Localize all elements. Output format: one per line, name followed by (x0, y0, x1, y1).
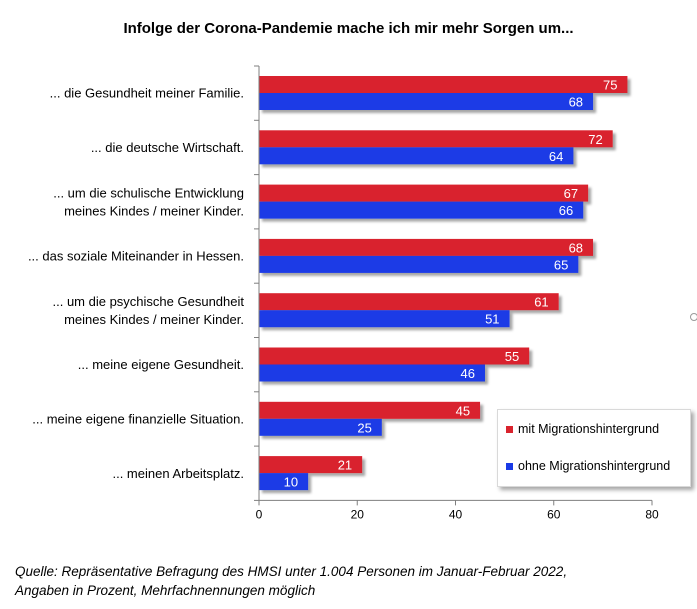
x-tick-label: 80 (645, 507, 659, 521)
footnote-line-2: Angaben in Prozent, Mehrfachnennungen mö… (15, 583, 316, 598)
legend-swatch-blue (506, 462, 513, 470)
bar (259, 364, 485, 382)
bar-value-label: 55 (505, 349, 519, 364)
bar (259, 418, 382, 436)
category-label: ... das soziale Miteinander in Hessen. (28, 249, 244, 264)
bar-value-label: 72 (588, 132, 602, 147)
axes: 0 20 40 60 80 (254, 65, 659, 521)
bar (259, 147, 574, 165)
bar-value-label: 25 (357, 420, 371, 435)
category-label: ... meine eigene finanzielle Situation. (32, 411, 244, 426)
bar-value-label: 68 (569, 240, 583, 255)
scroll-handle-icon (690, 313, 697, 321)
bar-value-label: 75 (603, 78, 617, 93)
legend: mit Migrationshintergrund ohne Migration… (497, 409, 691, 487)
bar-value-label: 46 (461, 366, 475, 381)
legend-swatch-red (506, 425, 513, 433)
category-label: ... die deutsche Wirtschaft. (91, 140, 244, 155)
bar-value-label: 21 (338, 458, 352, 473)
bar (259, 238, 594, 256)
legend-label-ohne: ohne Migrationshintergrund (518, 459, 671, 473)
category-label: ... meine eigene Gesundheit. (78, 357, 244, 372)
legend-item-ohne: ohne Migrationshintergrund (506, 459, 670, 473)
x-tick-label: 40 (449, 507, 463, 521)
bar (259, 184, 589, 202)
bar-value-label: 45 (456, 403, 470, 418)
legend-item-mit: mit Migrationshintergrund (506, 422, 659, 436)
bar-value-label: 61 (534, 295, 548, 310)
bar (259, 201, 584, 219)
bar (259, 456, 363, 474)
bar (259, 130, 613, 148)
category-label: ... um die schulische Entwicklung meines … (53, 185, 244, 218)
category-label: ... meinen Arbeitsplatz. (112, 466, 244, 481)
bar-value-label: 10 (284, 475, 298, 490)
bar (259, 93, 594, 110)
bar-value-label: 66 (559, 203, 573, 218)
bar-value-label: 51 (485, 312, 499, 327)
bar (259, 255, 579, 273)
bar-value-label: 67 (564, 186, 578, 201)
chart-title: Infolge der Corona-Pandemie mache ich mi… (123, 20, 574, 37)
x-tick-label: 60 (547, 507, 561, 521)
legend-label-mit: mit Migrationshintergrund (518, 422, 660, 436)
category-label: ... die Gesundheit meiner Familie. (50, 86, 244, 101)
bar (259, 473, 309, 491)
x-tick-label: 20 (351, 507, 365, 521)
bar-value-label: 65 (554, 257, 568, 272)
bar-value-label: 64 (549, 149, 563, 164)
source-footnote: Quelle: Repräsentative Befragung des HMS… (15, 562, 567, 600)
bar (259, 310, 510, 328)
bar (259, 76, 628, 93)
x-tick-label: 0 (256, 507, 263, 521)
bar-value-label: 68 (569, 95, 583, 110)
footnote-line-1: Quelle: Repräsentative Befragung des HMS… (15, 564, 568, 579)
bar (259, 293, 559, 311)
bar (259, 347, 530, 365)
bar (259, 401, 481, 419)
category-label: ... um die psychische Gesundheit meines K… (53, 294, 245, 327)
category-labels: ... die Gesundheit meiner Familie. ... di… (28, 86, 244, 481)
